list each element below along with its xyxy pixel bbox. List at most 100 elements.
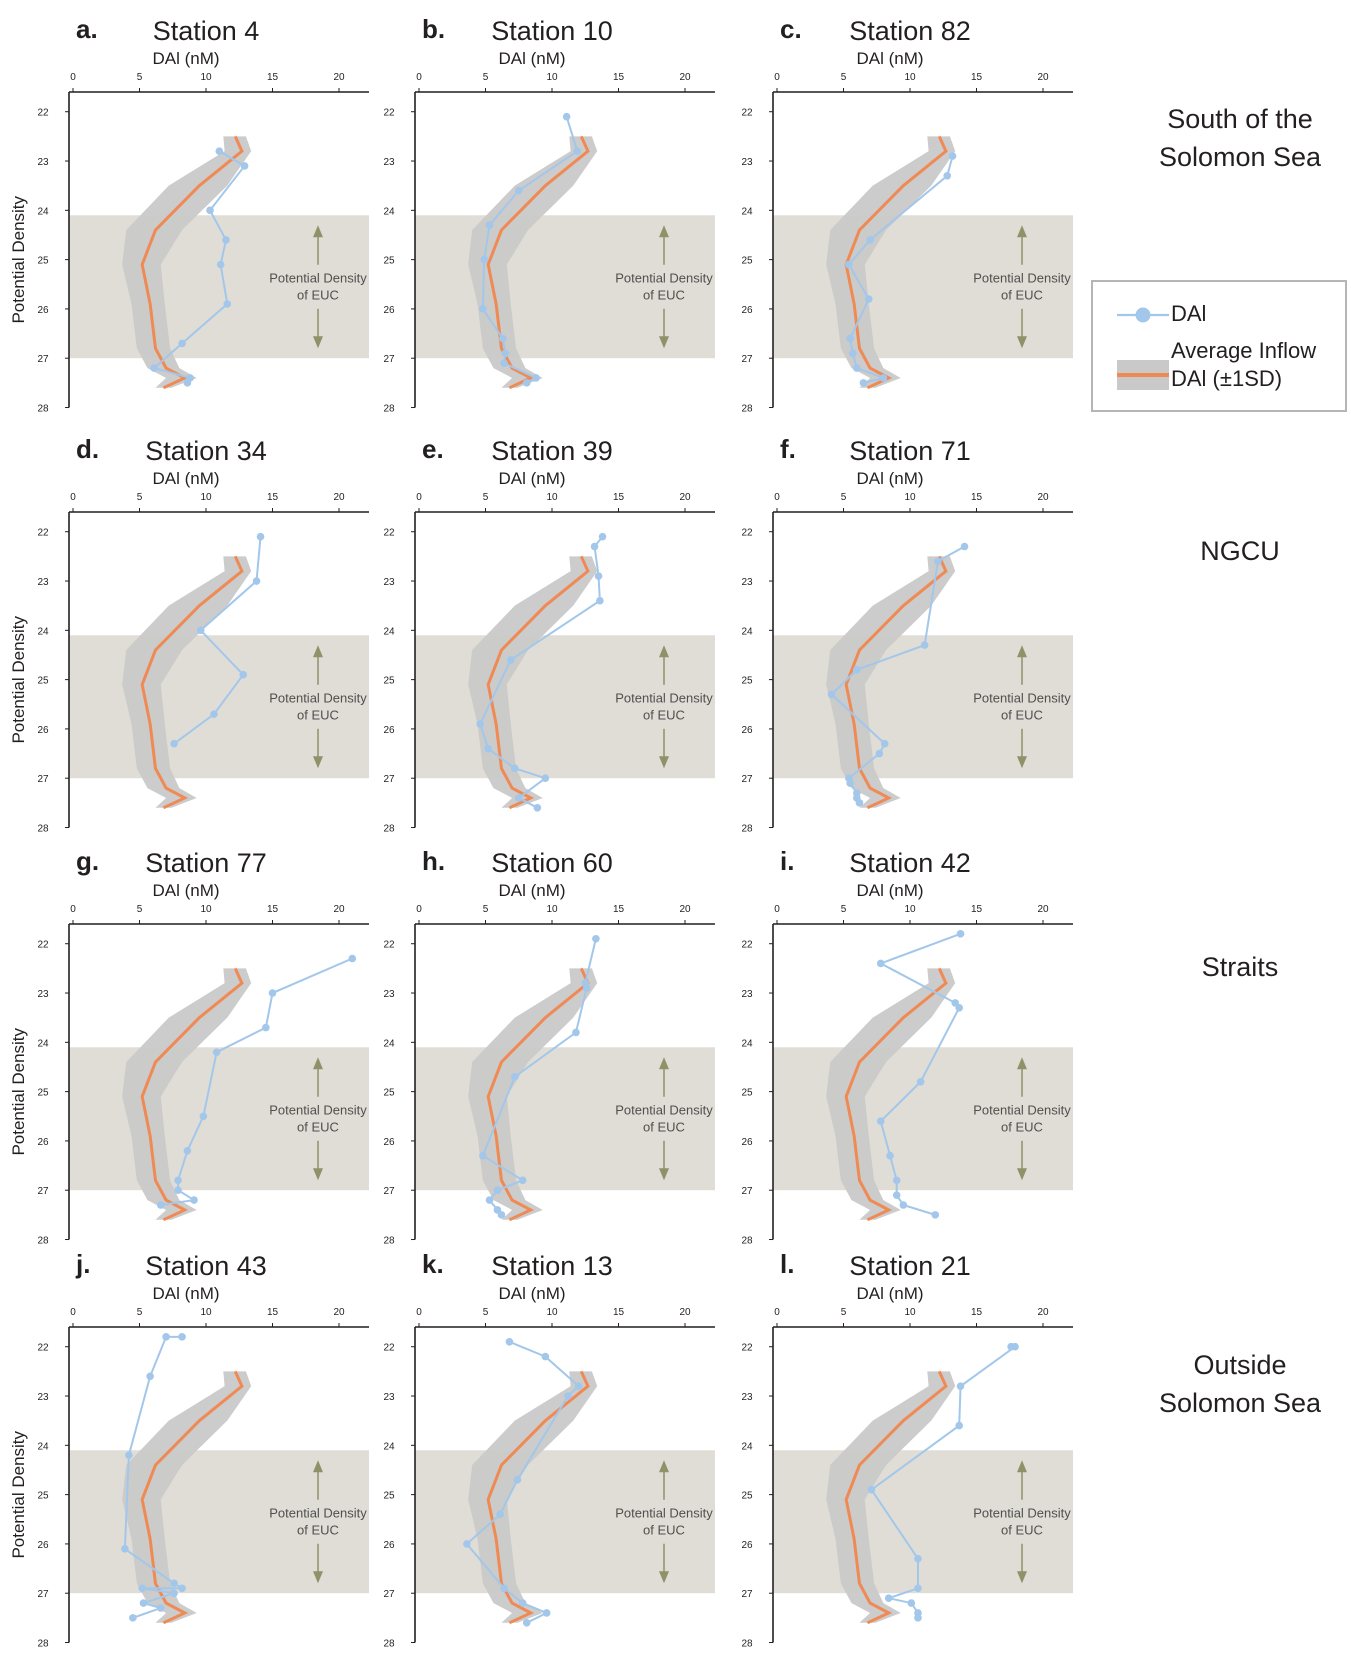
y-tick-label: 23 [37,1392,49,1403]
dai-data-point [498,334,507,343]
dai-data-point [892,1191,901,1199]
panel-6: Potential Density of EUC 0 5 10 15 20 22 23 24 25 2… [741,434,1073,835]
legend-inflow-label-line1: Average Inflow [1171,338,1317,363]
dai-data-point [199,1112,208,1121]
arrow-up-icon [1017,225,1027,238]
dai-data-point [496,1510,504,1519]
row-label-ngcu: NGCU [1140,532,1340,570]
panel-title: Station 34 [145,436,267,466]
y-tick-label: 26 [741,725,753,736]
dai-data-point [598,532,607,541]
dai-data-point [262,1023,270,1032]
dai-data-point [899,1201,908,1209]
y-tick-label: 24 [383,1441,395,1452]
x-tick-label: 10 [904,1307,916,1318]
panel-letter: d. [76,434,99,464]
x-axis-label: DAl (nM) [153,881,220,900]
dai-data-point [574,1382,583,1390]
panel-4: Potential Density of EUC 0 5 10 15 20 22 23 24 25 2… [9,434,369,835]
x-tick-label: 20 [1037,492,1049,503]
dai-data-point [479,305,487,313]
y-tick-label: 27 [741,1589,753,1600]
euc-label-line2: of EUC [1001,1120,1043,1135]
y-tick-label: 25 [37,256,49,267]
inflow-mean-line [844,967,948,1222]
x-tick-label: 15 [971,904,983,915]
y-tick-label: 27 [37,1589,49,1600]
euc-label-line2: of EUC [1001,1523,1043,1538]
dai-data-point [855,799,864,807]
arrow-up-icon [313,1460,323,1473]
dai-data-point [476,720,484,728]
panel-letter: k. [422,1249,444,1279]
panel-5: Potential Density of EUC 0 5 10 15 20 22 23 24 25 2… [383,434,715,835]
x-tick-label: 5 [137,72,143,83]
panel-10: Potential Density of EUC 0 5 10 15 20 22 23 24 25 2… [9,1249,369,1650]
y-tick-label: 25 [741,256,753,267]
dai-data-point [239,670,248,679]
euc-label-line1: Potential Density [615,271,713,286]
dai-data-point [590,542,599,551]
legend-dai-symbol [1117,307,1169,323]
dai-data-point [485,1196,494,1204]
x-tick-label: 0 [774,904,780,915]
euc-density-band [415,1450,715,1594]
inflow-mean-line [140,967,244,1222]
dai-data-point [853,364,861,372]
dai-data-point [934,557,942,566]
y-tick-label: 27 [383,1186,395,1197]
y-tick-label: 22 [741,108,753,119]
dai-data-point [170,1579,178,1588]
y-tick-label: 26 [741,305,753,316]
y-tick-label: 27 [741,354,753,365]
panel-title: Station 10 [491,16,613,46]
arrow-up-icon [659,1460,669,1473]
legend-inflow-entry: Average Inflow DAl (±1SD) [1093,336,1349,406]
euc-density-band [69,1047,369,1191]
x-axis-label: DAl (nM) [499,881,566,900]
y-tick-label: 26 [37,1540,49,1551]
x-tick-label: 20 [333,492,345,503]
dai-data-point [170,1589,178,1598]
dai-data-point [514,794,523,802]
euc-label-line1: Potential Density [615,691,713,706]
y-tick-label: 28 [741,404,753,415]
euc-density-band [415,1047,715,1191]
euc-label-line2: of EUC [643,1120,685,1135]
x-tick-label: 10 [200,492,212,503]
y-tick-label: 22 [383,108,395,119]
dai-data-point [879,374,888,382]
dai-data-point [956,930,965,938]
dai-data-point [875,749,884,758]
panel-letter: h. [422,846,445,876]
euc-label-line1: Potential Density [973,271,1071,286]
dai-data-point [876,959,885,968]
y-tick-label: 23 [741,577,753,588]
x-tick-label: 10 [904,492,916,503]
dai-data-point [121,1545,129,1553]
dai-data-point [162,1333,170,1341]
euc-label-line2: of EUC [297,288,339,303]
panel-letter: c. [780,14,802,44]
inflow-mean-line [140,1370,244,1625]
x-axis-label: DAl (nM) [857,469,924,488]
x-tick-label: 20 [1037,1307,1049,1318]
x-tick-label: 15 [267,492,279,503]
dai-data-point [150,364,158,372]
dai-data-point [955,1004,964,1012]
dai-data-point [541,1352,550,1361]
x-tick-label: 5 [483,72,489,83]
x-tick-label: 10 [200,1307,212,1318]
arrow-up-icon [1017,645,1027,658]
row-label-line: Straits [1201,952,1279,982]
panel-3: Potential Density of EUC 0 5 10 15 20 22 23 24 25 2… [741,14,1073,415]
y-tick-label: 27 [37,774,49,785]
x-tick-label: 20 [679,904,691,915]
panel-title: Station 4 [153,16,260,46]
x-tick-label: 10 [200,904,212,915]
dai-data-point [178,339,186,348]
y-tick-label: 23 [37,989,49,1000]
x-tick-label: 0 [416,492,422,503]
arrow-up-icon [313,645,323,658]
